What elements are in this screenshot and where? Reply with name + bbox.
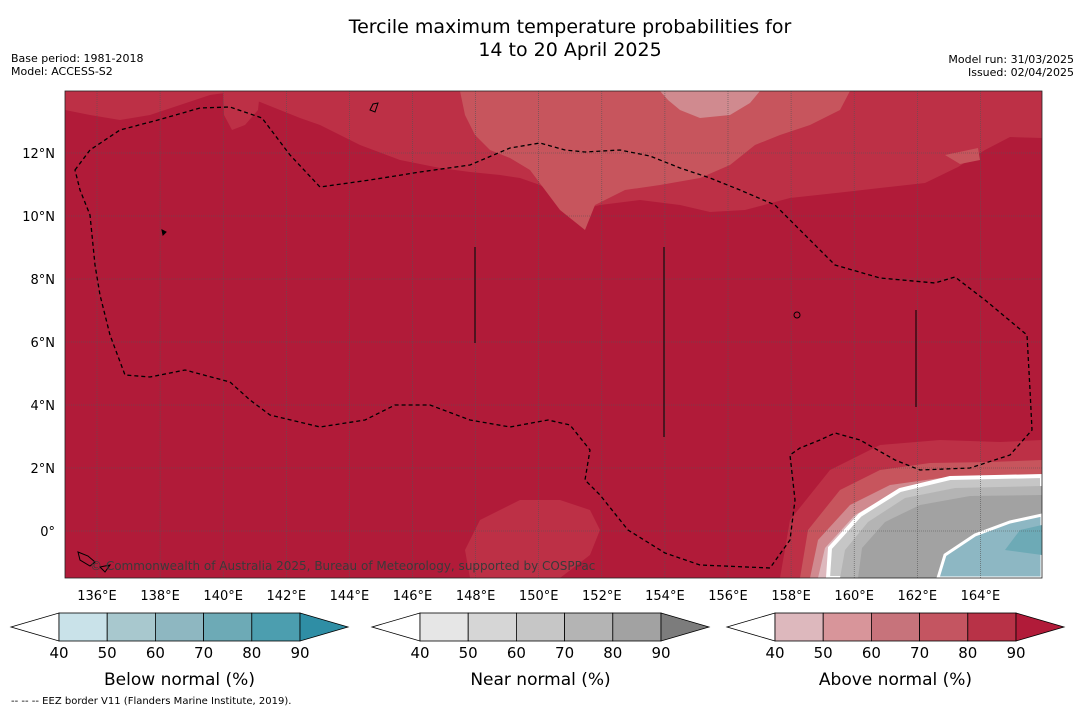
- colorbar: 40 50 60 70 80 90 Above normal (%): [725, 612, 1066, 690]
- lon-label: 138°E: [140, 589, 180, 604]
- above-80-patch-east: [945, 148, 980, 164]
- colorbar-tick: 60: [146, 644, 165, 662]
- colorbar-tick: 70: [910, 644, 929, 662]
- model-name: Model: ACCESS-S2: [11, 65, 113, 78]
- lon-label: 154°E: [645, 589, 685, 604]
- colorbar-tick: 50: [98, 644, 117, 662]
- colorbar-high-extend: [299, 612, 350, 642]
- below-normal-70-region: [1005, 525, 1042, 555]
- colorbar-low-extend: [725, 612, 776, 642]
- colorbar: 40 50 60 70 80 90 Below normal (%): [9, 612, 350, 690]
- lat-label: 10°N: [22, 210, 55, 225]
- colorbar-segment: [919, 612, 969, 642]
- island-sw-2: [98, 564, 112, 573]
- lat-label: 4°N: [31, 399, 56, 414]
- lat-label: 0°: [40, 525, 55, 540]
- eez-border: [74, 106, 1033, 569]
- island-north: [369, 102, 379, 113]
- map-area: © Commonwealth of Australia 2025, Bureau…: [64, 90, 1044, 580]
- lat-label: 2°N: [31, 462, 56, 477]
- colorbar-segment: [516, 612, 566, 642]
- colorbar-tick: 70: [194, 644, 213, 662]
- lon-label: 146°E: [393, 589, 433, 604]
- colorbar-segment: [251, 612, 301, 642]
- meta-left: Base period: 1981-2018 Model: ACCESS-S2: [11, 52, 143, 78]
- issued-date: Issued: 02/04/2025: [967, 66, 1074, 79]
- colorbar-tick: 50: [814, 644, 833, 662]
- colorbar-segment: [612, 612, 662, 642]
- lon-label: 156°E: [708, 589, 748, 604]
- lon-label: 150°E: [519, 589, 559, 604]
- colorbar-segment: [564, 612, 614, 642]
- colorbar-segment: [58, 612, 108, 642]
- colorbar-segment: [871, 612, 921, 642]
- colorbar-segment: [822, 612, 872, 642]
- colorbar-tick: 40: [49, 644, 68, 662]
- colorbar-segment: [419, 612, 469, 642]
- colorbar-tick: 40: [765, 644, 784, 662]
- lon-label: 136°E: [77, 589, 117, 604]
- colorbar-segment: [967, 612, 1017, 642]
- lon-label: 148°E: [456, 589, 496, 604]
- map-title-line2: 14 to 20 April 2025: [478, 39, 662, 61]
- colorbar-tick: 80: [958, 644, 977, 662]
- meta-right: Model run: 31/03/2025 Issued: 02/04/2025: [948, 53, 1074, 79]
- colorbar-tick: 50: [459, 644, 478, 662]
- colorbars: 40 50 60 70 80 90 Below normal (%) 40 50 60 70 80 90…: [9, 612, 1066, 690]
- lon-label: 152°E: [582, 589, 622, 604]
- lon-label: 160°E: [834, 589, 874, 604]
- lon-label: 144°E: [330, 589, 370, 604]
- colorbar-title: Below normal (%): [104, 670, 255, 690]
- map-title-line1: Tercile maximum temperature probabilitie…: [348, 16, 792, 38]
- colorbar-tick: 90: [290, 644, 309, 662]
- islands: [77, 102, 917, 573]
- colorbar-tick: 60: [507, 644, 526, 662]
- colorbar-high-extend: [660, 612, 711, 642]
- lat-label: 12°N: [22, 147, 55, 162]
- lon-label: 158°E: [771, 589, 811, 604]
- lon-label: 164°E: [961, 589, 1001, 604]
- colorbar-tick: 80: [603, 644, 622, 662]
- colorbar-segment: [467, 612, 517, 642]
- above-70-region-north: [460, 91, 850, 230]
- colorbar-title: Above normal (%): [819, 670, 972, 690]
- map-frame: [64, 90, 1043, 579]
- colorbar-tick: 90: [651, 644, 670, 662]
- above-60-region-north: [660, 91, 760, 118]
- colorbar-segment: [774, 612, 824, 642]
- colorbar-high-extend: [1015, 612, 1066, 642]
- map-watermark: © Commonwealth of Australia 2025, Bureau…: [90, 559, 595, 573]
- colorbar-tick: 60: [862, 644, 881, 662]
- colorbar-low-extend: [9, 612, 60, 642]
- above-80-region-south: [465, 500, 600, 578]
- above-80-patch-west: [223, 91, 260, 130]
- colorbar-tick: 70: [555, 644, 574, 662]
- colorbar: 40 50 60 70 80 90 Near normal (%): [370, 612, 711, 690]
- colorbar-tick: 90: [1006, 644, 1025, 662]
- colorbar-tick: 40: [410, 644, 429, 662]
- lon-label: 140°E: [203, 589, 243, 604]
- colorbar-title: Near normal (%): [470, 670, 610, 690]
- colorbar-tick: 80: [242, 644, 261, 662]
- island-sw: [77, 551, 96, 567]
- colorbar-segment: [106, 612, 156, 642]
- footer-note: -- -- -- EEZ border V11 (Flanders Marine…: [11, 696, 292, 707]
- grid-lines: [65, 91, 1042, 578]
- lat-label: 8°N: [31, 273, 56, 288]
- colorbar-segment: [154, 612, 204, 642]
- island-west: [161, 229, 167, 237]
- lon-label: 162°E: [898, 589, 938, 604]
- colorbar-low-extend: [370, 612, 421, 642]
- island-east: [793, 311, 801, 319]
- longitude-labels: 136°E 138°E 140°E 142°E 144°E 146°E 148°E 150°E…: [77, 589, 1000, 604]
- base-period: Base period: 1981-2018: [11, 52, 144, 65]
- lat-label: 6°N: [31, 336, 56, 351]
- colorbar-segment: [203, 612, 253, 642]
- latitude-labels: 12°N 10°N 8°N 6°N 4°N 2°N 0°: [22, 147, 55, 540]
- model-run: Model run: 31/03/2025: [948, 53, 1074, 66]
- lon-label: 142°E: [267, 589, 307, 604]
